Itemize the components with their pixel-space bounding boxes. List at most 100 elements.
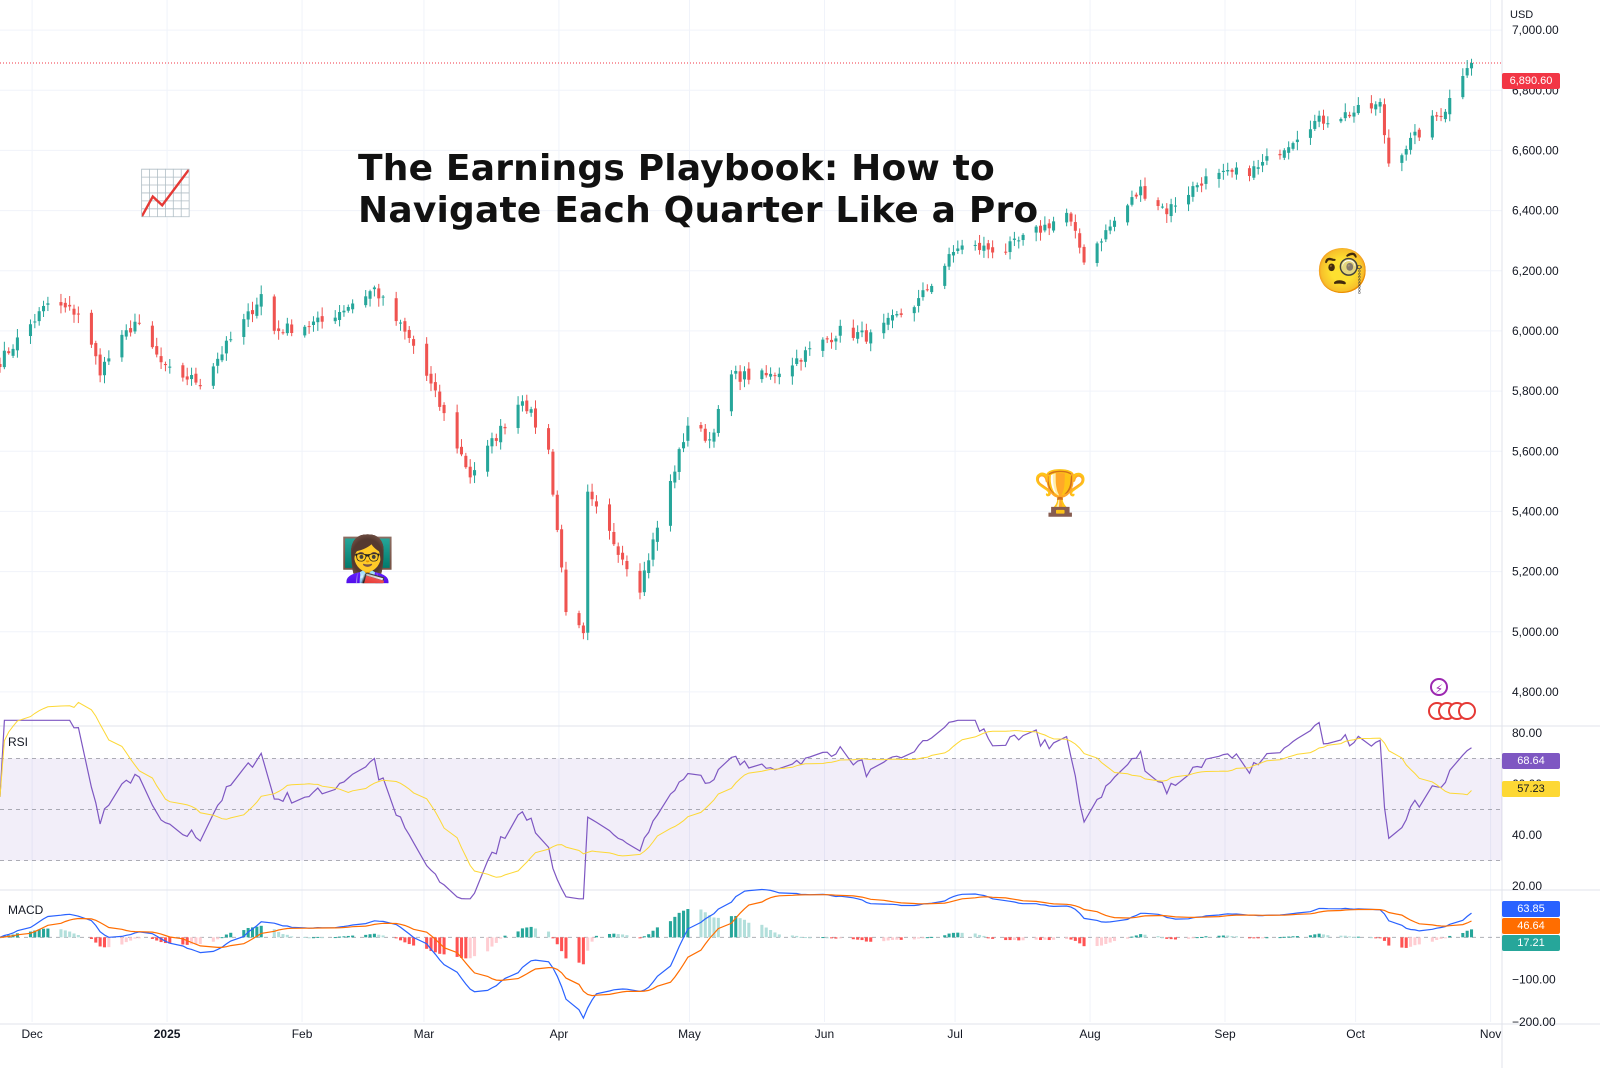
rsi-label[interactable]: RSI bbox=[8, 735, 29, 749]
macd-tick-label: −200.00 bbox=[1512, 1015, 1556, 1029]
candle-body bbox=[1021, 234, 1025, 241]
candle-body bbox=[917, 298, 921, 306]
macd-histogram-bar bbox=[272, 929, 276, 938]
macd-histogram-bar bbox=[1430, 937, 1434, 942]
candle-body bbox=[229, 339, 233, 341]
candle-body bbox=[1160, 206, 1164, 208]
candle-body bbox=[42, 305, 46, 312]
candle-body bbox=[1261, 162, 1265, 166]
macd-histogram-bar bbox=[181, 937, 185, 945]
candle-body bbox=[851, 327, 855, 338]
candle-body bbox=[211, 366, 215, 386]
candle-body bbox=[1173, 205, 1178, 207]
candle-body bbox=[46, 303, 50, 305]
candle-body bbox=[703, 428, 707, 441]
candle-body bbox=[216, 358, 220, 366]
candle-body bbox=[1343, 112, 1347, 119]
candle-body bbox=[63, 302, 67, 308]
candle-body bbox=[612, 531, 616, 545]
macd-histogram-bar bbox=[886, 937, 890, 941]
macd-histogram-bar bbox=[1217, 935, 1221, 938]
macd-histogram-bar bbox=[1265, 937, 1269, 939]
macd-histogram-bar bbox=[830, 937, 834, 939]
candle-body bbox=[1378, 101, 1382, 107]
macd-histogram-bar bbox=[973, 933, 977, 938]
candle-body bbox=[1065, 212, 1069, 223]
macd-histogram-bar bbox=[1308, 935, 1312, 938]
candle-body bbox=[895, 314, 899, 316]
candle-body bbox=[555, 494, 559, 530]
candle-body bbox=[1287, 147, 1291, 153]
candle-body bbox=[808, 348, 812, 350]
macd-histogram-bar bbox=[1004, 937, 1008, 941]
macd-histogram-bar bbox=[190, 937, 194, 945]
macd-histogram-bar bbox=[516, 931, 520, 938]
candle-body bbox=[259, 294, 263, 307]
candle-body bbox=[1461, 76, 1465, 98]
macd-histogram-bar bbox=[769, 929, 773, 938]
candle-body bbox=[925, 289, 929, 291]
candle-body bbox=[869, 332, 873, 344]
candle-body bbox=[442, 404, 446, 414]
macd-histogram-bar bbox=[377, 934, 381, 938]
candle-body bbox=[368, 291, 372, 299]
macd-histogram-bar bbox=[555, 937, 559, 945]
macd-histogram-bar bbox=[943, 935, 947, 938]
candle-body bbox=[429, 373, 433, 384]
macd-histogram-bar bbox=[429, 937, 433, 952]
candle-body bbox=[1339, 119, 1343, 122]
candle-body bbox=[716, 408, 720, 433]
candle-body bbox=[1200, 183, 1204, 186]
macd-histogram-bar bbox=[895, 937, 899, 940]
macd-histogram-bar bbox=[899, 937, 903, 940]
price-tick-label: 6,000.00 bbox=[1512, 324, 1559, 338]
candle-body bbox=[1404, 149, 1408, 155]
candle-body bbox=[190, 374, 194, 380]
time-tick-label: Mar bbox=[414, 1027, 435, 1041]
candle-body bbox=[68, 304, 72, 307]
macd-histogram-bar bbox=[1439, 937, 1443, 939]
candle-body bbox=[677, 449, 681, 472]
macd-histogram-bar bbox=[224, 934, 228, 938]
macd-histogram-bar bbox=[1387, 937, 1391, 946]
macd-histogram-bar bbox=[1295, 936, 1299, 938]
macd-histogram-bar bbox=[1043, 937, 1047, 940]
currency-label[interactable]: USD bbox=[1510, 9, 1534, 21]
candle-body bbox=[1038, 225, 1043, 233]
candle-body bbox=[150, 325, 154, 348]
candle-body bbox=[1130, 197, 1134, 205]
macd-histogram-bar bbox=[742, 919, 746, 938]
candle-body bbox=[1078, 233, 1082, 248]
macd-histogram-bar bbox=[529, 926, 533, 938]
macd-histogram-bar bbox=[159, 937, 163, 943]
candle-body bbox=[59, 302, 63, 306]
macd-label[interactable]: MACD bbox=[8, 903, 44, 917]
candle-body bbox=[381, 296, 385, 298]
macd-value-badge: 63.85 bbox=[1502, 901, 1560, 917]
macd-histogram-bar bbox=[98, 937, 102, 947]
dividend-event-icon[interactable]: ⚡ bbox=[1430, 678, 1448, 696]
macd-histogram-bar bbox=[681, 910, 686, 938]
candle-body bbox=[1165, 208, 1169, 215]
macd-histogram-bar bbox=[851, 937, 855, 940]
candle-body bbox=[277, 328, 281, 332]
time-tick-label: Jul bbox=[947, 1027, 962, 1041]
macd-histogram-bar bbox=[625, 935, 629, 938]
candle-body bbox=[1134, 194, 1138, 197]
candle-body bbox=[1443, 111, 1447, 120]
candle-body bbox=[33, 321, 37, 323]
candle-body bbox=[412, 339, 416, 346]
macd-histogram-bar bbox=[581, 937, 585, 965]
candle-body bbox=[529, 409, 533, 413]
candle-body bbox=[455, 412, 459, 449]
macd-histogram-bar bbox=[1256, 937, 1260, 939]
candle-body bbox=[986, 243, 990, 250]
candle-body bbox=[15, 337, 19, 351]
macd-histogram-bar bbox=[921, 937, 925, 939]
candle-body bbox=[1187, 194, 1191, 205]
candle-body bbox=[316, 317, 320, 323]
rsi-pane bbox=[0, 701, 1502, 900]
us-flag-event-icon[interactable] bbox=[1458, 702, 1476, 720]
candle-body bbox=[1265, 156, 1269, 161]
